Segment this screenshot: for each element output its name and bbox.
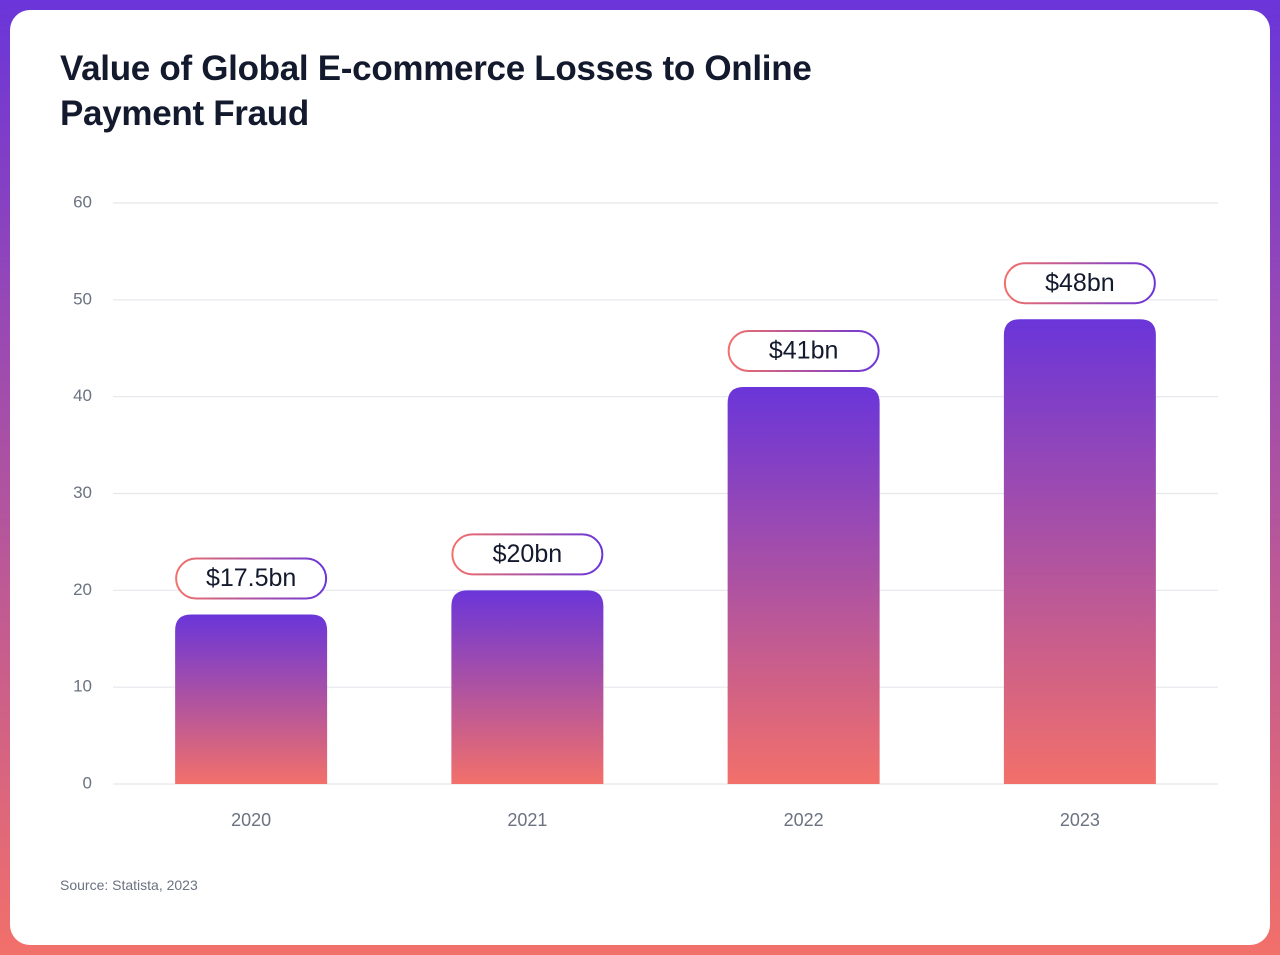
y-tick-label: 30 (73, 483, 92, 502)
x-tick-label: 2023 (1060, 810, 1100, 830)
value-label-pill (1003, 262, 1156, 305)
chart-title: Value of Global E-commerce Losses to Onl… (60, 49, 812, 133)
value-label-pill (175, 557, 328, 600)
x-tick-label: 2021 (507, 810, 547, 830)
bar (451, 590, 604, 784)
value-label: $17.5bn (206, 564, 296, 592)
bar (1003, 319, 1156, 784)
value-label-pill (451, 533, 604, 576)
value-label: $20bn (493, 540, 563, 568)
bar (727, 386, 880, 784)
y-tick-label: 60 (73, 192, 92, 211)
bar (175, 614, 328, 784)
y-tick-label: 10 (73, 677, 92, 696)
x-tick-label: 2022 (784, 810, 824, 830)
value-label-pill (727, 329, 880, 372)
x-tick-label: 2020 (231, 810, 271, 830)
y-tick-label: 0 (83, 773, 92, 792)
y-tick-label: 20 (73, 580, 92, 599)
source-note: Source: Statista, 2023 (60, 877, 198, 893)
value-label: $48bn (1045, 269, 1115, 297)
value-label: $41bn (769, 337, 839, 365)
y-tick-label: 50 (73, 289, 92, 308)
y-tick-label: 40 (73, 386, 92, 405)
